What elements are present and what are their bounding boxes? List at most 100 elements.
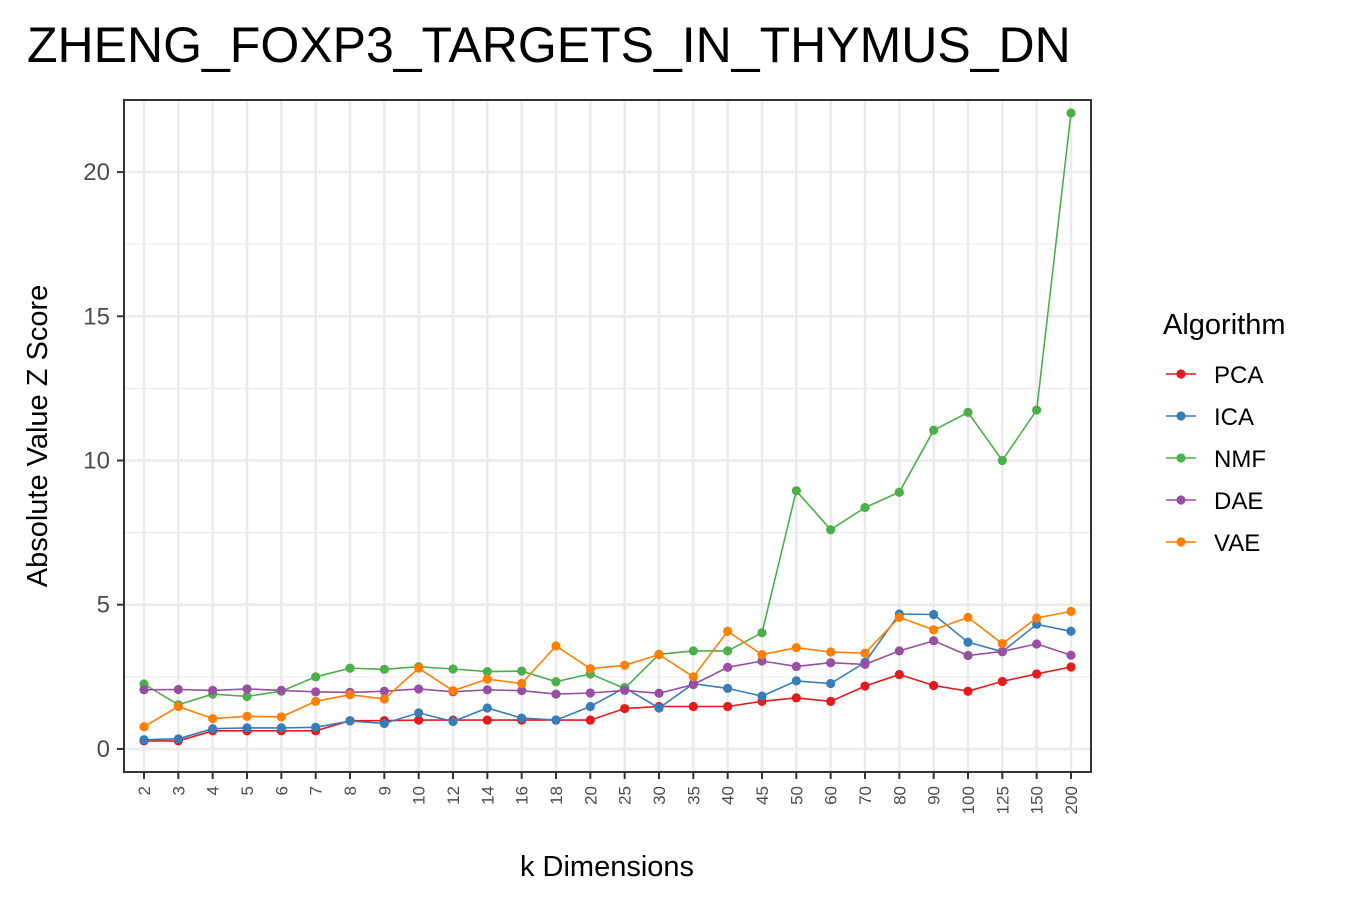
data-point-nmf (551, 677, 561, 687)
legend-label: NMF (1214, 446, 1266, 473)
data-point-dae (688, 680, 698, 690)
legend-item-ica: ICA (1166, 404, 1254, 431)
data-point-dae (620, 685, 630, 695)
y-axis: 0 5 10 15 20 (83, 159, 124, 763)
x-axis-title: k Dimensions (520, 851, 694, 883)
data-point-vae (414, 663, 424, 673)
x-tick-label: 16 (513, 786, 532, 805)
data-point-dae (997, 646, 1007, 657)
x-tick-label: 25 (616, 786, 635, 805)
series-line-vae (143, 610, 1072, 728)
x-tick-label: 90 (925, 786, 944, 805)
data-point-pca (826, 696, 836, 706)
data-point-vae (242, 711, 252, 721)
data-point-nmf (688, 646, 698, 656)
data-point-dae (826, 658, 836, 668)
data-point-nmf (517, 666, 527, 676)
data-point-ica (379, 718, 389, 729)
data-point-dae (414, 684, 424, 694)
series-line-ica (143, 613, 1072, 741)
data-point-ica (929, 609, 939, 620)
data-point-ica (276, 723, 286, 733)
x-tick-label: 18 (547, 786, 566, 805)
data-point-nmf (963, 407, 973, 417)
legend-key-point (1176, 495, 1186, 505)
data-point-vae (1032, 613, 1042, 623)
data-point-vae (688, 672, 698, 682)
data-point-dae (517, 686, 527, 696)
data-point-ica (757, 691, 767, 701)
y-tick-label: 0 (97, 736, 110, 763)
data-point-dae (894, 646, 904, 656)
data-point-dae (208, 685, 218, 695)
legend-key-point (1176, 411, 1186, 421)
chart-title: ZHENG_FOXP3_TARGETS_IN_THYMUS_DN (27, 17, 1071, 73)
data-point-nmf (482, 667, 492, 677)
data-point-ica (208, 724, 218, 734)
data-point-dae (585, 688, 595, 698)
x-tick-label: 14 (478, 786, 497, 805)
data-point-ica (551, 715, 561, 725)
data-point-vae (654, 650, 664, 660)
data-point-dae (963, 650, 973, 661)
data-point-vae (757, 650, 767, 660)
data-point-nmf (860, 502, 870, 513)
data-point-nmf (723, 646, 733, 656)
data-point-ica (791, 676, 801, 686)
x-tick-label: 70 (856, 786, 875, 805)
data-point-vae (894, 612, 904, 623)
data-point-nmf (791, 486, 801, 496)
data-point-ica (311, 722, 321, 732)
data-point-nmf (757, 628, 767, 638)
data-point-vae (929, 625, 939, 635)
x-tick-label: 7 (307, 786, 326, 795)
data-point-ica (482, 703, 492, 713)
data-point-vae (826, 647, 836, 657)
legend-item-nmf: NMF (1166, 446, 1266, 473)
data-point-vae (173, 701, 183, 712)
data-point-ica (139, 735, 149, 745)
x-tick-label: 5 (238, 786, 257, 795)
legend-item-vae: VAE (1166, 530, 1260, 557)
x-tick-label: 60 (822, 786, 841, 805)
data-point-pca (894, 669, 904, 680)
data-point-nmf (345, 663, 355, 673)
data-point-vae (997, 639, 1007, 649)
data-point-dae (860, 659, 870, 670)
data-point-nmf (448, 664, 458, 674)
legend-title: Algorithm (1163, 309, 1286, 341)
x-tick-label: 9 (375, 786, 394, 795)
data-point-nmf (379, 664, 389, 674)
x-tick-label: 12 (444, 786, 463, 805)
x-tick-label: 30 (650, 786, 669, 805)
data-point-vae (208, 714, 218, 724)
legend-item-dae: DAE (1166, 488, 1263, 515)
data-point-vae (311, 696, 321, 706)
x-tick-label: 150 (1028, 786, 1047, 814)
x-tick-label: 125 (993, 786, 1012, 814)
data-point-dae (311, 687, 321, 697)
data-point-pca (482, 715, 492, 725)
data-point-dae (276, 685, 286, 695)
data-point-pca (929, 680, 939, 691)
data-point-vae (551, 641, 561, 651)
data-point-ica (414, 708, 424, 718)
y-tick-label: 5 (97, 592, 110, 619)
x-tick-label: 10 (410, 786, 429, 805)
data-point-dae (173, 684, 183, 695)
data-point-vae (723, 626, 733, 636)
data-point-dae (654, 688, 664, 698)
series-layer (139, 108, 1076, 746)
x-tick-label: 6 (272, 786, 291, 795)
x-tick-label: 20 (581, 786, 600, 805)
legend-label: VAE (1214, 530, 1260, 557)
legend-items: PCA ICA NMF DAE VAE (1166, 362, 1266, 557)
plot-panel (123, 99, 1092, 773)
data-point-nmf (242, 691, 252, 702)
data-point-pca (1066, 662, 1076, 672)
data-point-ica (1066, 626, 1076, 636)
legend-label: ICA (1214, 404, 1254, 431)
data-point-ica (963, 637, 973, 647)
data-point-ica (345, 716, 355, 726)
data-point-dae (757, 656, 767, 666)
